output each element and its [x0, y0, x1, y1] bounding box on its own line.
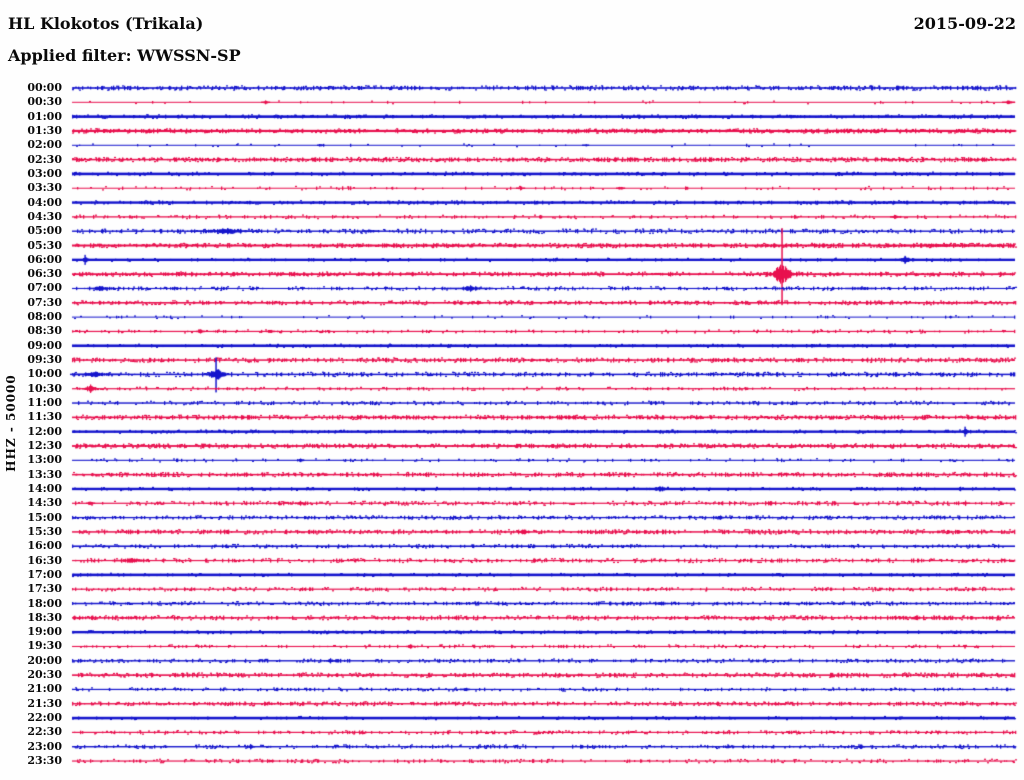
helicorder-page: HL Klokotos (Trikala) 2015-09-22 Applied…: [0, 0, 1024, 780]
seismogram-trace-canvas: [0, 0, 1024, 780]
